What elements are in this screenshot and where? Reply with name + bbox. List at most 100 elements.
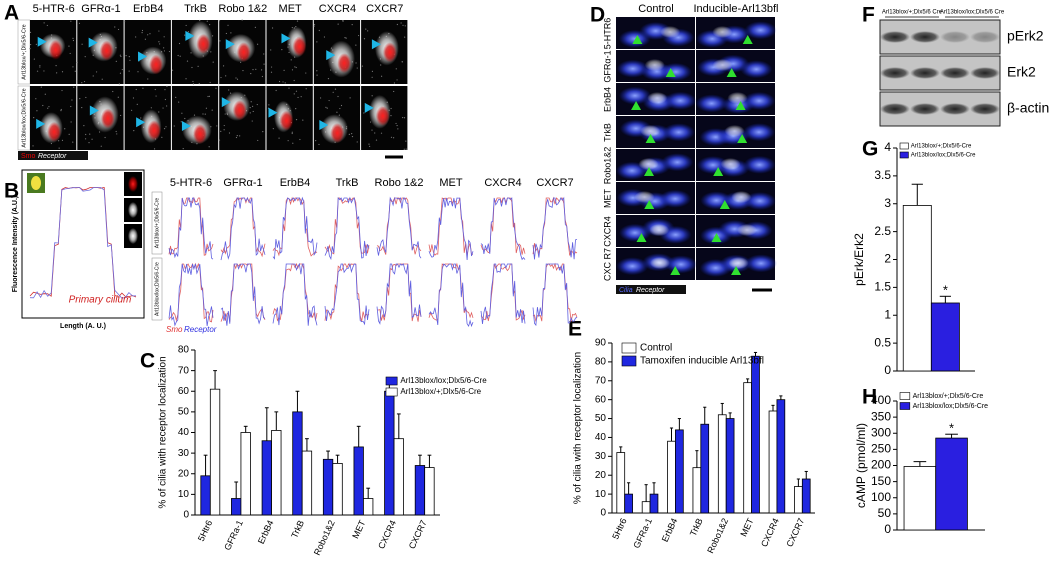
noise — [73, 86, 75, 88]
noise — [291, 69, 294, 71]
noise — [33, 58, 35, 60]
noise — [58, 140, 60, 142]
noise — [212, 61, 214, 63]
noise — [400, 22, 402, 24]
noise — [185, 78, 187, 80]
noise — [140, 117, 142, 119]
legend-label: Arl13blox/+;Dlx5/6-Cre — [911, 144, 972, 150]
error-bar — [779, 395, 783, 400]
arrowhead — [719, 200, 730, 209]
noise — [323, 36, 326, 38]
noise — [197, 65, 199, 67]
bar — [903, 466, 937, 531]
row-label: CXCR4 — [602, 216, 612, 247]
intensity-profile — [168, 197, 214, 260]
error-bar — [627, 482, 631, 495]
noise — [339, 107, 341, 110]
error-bar — [644, 484, 648, 502]
noise — [299, 138, 301, 141]
noise — [147, 78, 149, 80]
signal — [736, 224, 757, 236]
annotation: * — [949, 421, 954, 436]
signal — [279, 110, 294, 131]
noise — [295, 90, 298, 92]
noise — [225, 32, 227, 35]
noise — [104, 136, 106, 139]
legend-swatch — [621, 342, 637, 354]
noise — [215, 87, 217, 89]
noise — [153, 148, 156, 150]
noise — [328, 99, 330, 102]
panel-label: E — [568, 318, 582, 341]
noise — [117, 96, 119, 98]
signal — [659, 189, 692, 208]
error-bar — [356, 425, 361, 447]
noise — [35, 43, 37, 45]
panel-label: C — [140, 350, 155, 373]
micrograph — [171, 86, 219, 150]
y-tick-label: 30 — [595, 451, 607, 462]
noise — [223, 124, 225, 127]
micrograph — [361, 20, 408, 84]
error-bar — [427, 454, 432, 468]
y-tick-label: 60 — [178, 386, 190, 397]
bar — [363, 498, 374, 516]
signal — [720, 158, 741, 170]
micrograph — [695, 83, 776, 115]
noise — [315, 140, 317, 142]
noise — [227, 24, 229, 26]
blot-band — [940, 103, 970, 115]
legend-label: Control — [640, 343, 672, 354]
micrograph — [696, 116, 776, 148]
noise — [72, 66, 74, 68]
legend-swatch — [899, 142, 909, 150]
noise — [29, 31, 32, 33]
noise — [325, 106, 327, 108]
noise — [345, 37, 347, 39]
arrowhead — [319, 120, 329, 131]
signal — [695, 94, 728, 113]
noise — [284, 82, 286, 84]
intensity-profile — [532, 263, 578, 327]
noise — [225, 75, 227, 77]
arrowhead — [138, 51, 148, 62]
noise — [187, 31, 189, 33]
noise — [242, 69, 244, 72]
noise — [141, 29, 144, 32]
y-tick-label: 40 — [178, 427, 190, 438]
row-label-box — [151, 191, 163, 255]
y-tick-label: 40 — [595, 432, 607, 443]
signal — [650, 257, 671, 269]
noise — [119, 72, 122, 74]
micrograph — [266, 86, 313, 150]
row-label: Arl13blox/lox;Dlx5/6-Cre — [154, 262, 160, 316]
noise — [278, 137, 280, 139]
bar — [393, 438, 404, 516]
key-label: Receptor — [636, 287, 665, 294]
noise — [355, 44, 357, 46]
intensity-profile — [168, 196, 214, 256]
noise — [403, 117, 406, 119]
noise — [205, 107, 207, 109]
arrowhead — [185, 30, 195, 41]
column-label: Robo 1&2 — [375, 177, 424, 189]
noise — [68, 133, 70, 135]
y-tick-label: 0.5 — [874, 335, 891, 349]
noise — [95, 71, 98, 73]
y-tick-label: 4 — [884, 140, 891, 154]
noise — [319, 97, 322, 99]
signal — [616, 59, 649, 78]
noise — [342, 20, 344, 22]
noise — [305, 72, 307, 74]
bar — [322, 458, 334, 516]
noise — [79, 98, 81, 100]
noise — [316, 74, 318, 76]
bar — [794, 486, 803, 514]
noise — [98, 131, 101, 133]
error-bar — [295, 390, 300, 412]
intensity-profile — [29, 187, 137, 299]
noise — [78, 22, 81, 24]
arrowhead — [221, 97, 231, 108]
band-label: Erk2 — [1007, 64, 1036, 80]
noise — [70, 20, 72, 22]
